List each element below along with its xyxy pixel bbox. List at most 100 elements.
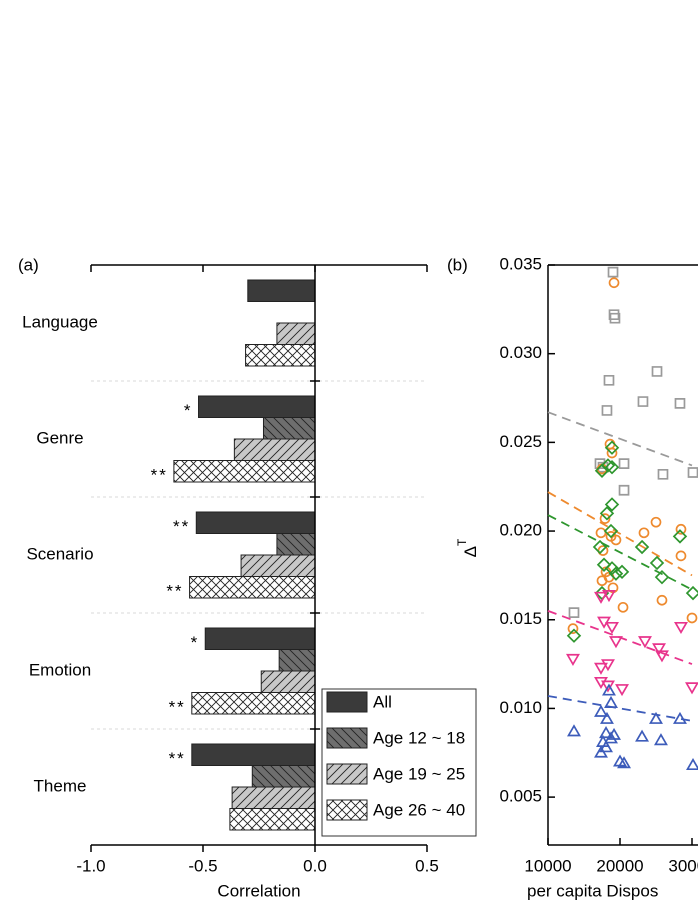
bar xyxy=(191,743,316,766)
point xyxy=(604,497,620,512)
point xyxy=(567,623,579,634)
x-tick-label: -0.5 xyxy=(188,856,217,875)
point xyxy=(638,527,650,539)
point xyxy=(638,636,652,649)
point xyxy=(599,513,611,524)
bar xyxy=(278,649,316,672)
category-label: Genre xyxy=(36,428,83,447)
panel-label: (a) xyxy=(18,255,39,274)
bar xyxy=(229,808,316,831)
point xyxy=(604,561,620,576)
significance-mark: * xyxy=(191,633,200,652)
panel-label: (b) xyxy=(447,255,468,274)
y-tick-label: 0.015 xyxy=(499,609,542,628)
point xyxy=(607,727,621,740)
point xyxy=(594,704,608,717)
x-tick-label: -1.0 xyxy=(76,856,105,875)
x-tick-label: 30000 xyxy=(668,856,698,875)
point xyxy=(685,585,698,601)
point xyxy=(604,459,620,475)
point xyxy=(634,539,650,555)
point xyxy=(594,662,608,675)
point xyxy=(651,366,663,377)
legend-label: Age 12 ~ 18 xyxy=(373,728,465,747)
point xyxy=(675,550,687,562)
bar xyxy=(245,344,316,367)
point xyxy=(650,516,662,528)
point xyxy=(608,566,624,581)
y-axis-symbol: Δ xyxy=(461,546,480,557)
point xyxy=(604,695,618,708)
point xyxy=(653,733,668,746)
y-axis-superscript: T xyxy=(455,538,469,546)
y-tick-label: 0.020 xyxy=(499,521,542,540)
point xyxy=(674,397,686,409)
point xyxy=(607,266,619,278)
bar xyxy=(276,533,316,556)
point xyxy=(686,612,698,624)
point xyxy=(567,724,581,737)
point xyxy=(568,607,580,618)
y-tick-label: 0.030 xyxy=(499,343,542,362)
x-axis-title: Correlation xyxy=(217,881,300,900)
point xyxy=(602,590,616,603)
y-axis-title: ΔT xyxy=(455,538,480,557)
point xyxy=(618,484,630,496)
y-tick-label: 0.010 xyxy=(499,698,542,717)
point xyxy=(605,621,619,635)
point xyxy=(687,467,698,478)
category-label: Scenario xyxy=(26,544,93,563)
category-label: Emotion xyxy=(29,660,91,679)
bar xyxy=(247,279,316,302)
point xyxy=(617,756,632,769)
point xyxy=(599,506,615,521)
point xyxy=(608,309,620,321)
point xyxy=(606,447,618,459)
point xyxy=(655,650,669,663)
significance-mark: ** xyxy=(151,466,168,485)
significance-mark: ** xyxy=(166,582,183,601)
bar xyxy=(233,438,316,461)
point xyxy=(599,711,614,724)
point xyxy=(594,591,608,604)
bar xyxy=(260,670,316,693)
x-tick-label: 20000 xyxy=(596,856,643,875)
y-tick-label: 0.035 xyxy=(499,254,542,273)
point xyxy=(608,636,623,649)
bar xyxy=(251,765,316,788)
point xyxy=(595,527,607,539)
point xyxy=(635,729,650,742)
fit-line xyxy=(547,514,693,591)
point xyxy=(617,601,629,613)
legend-label: Age 26 ~ 40 xyxy=(373,800,465,819)
point xyxy=(604,440,620,455)
x-tick-label: 0.5 xyxy=(415,856,439,875)
point xyxy=(637,396,649,407)
fit-line xyxy=(547,411,693,467)
point xyxy=(592,539,608,555)
significance-mark: ** xyxy=(173,517,190,536)
legend-label: All xyxy=(373,692,392,711)
x-axis-title: per capita Dispos xyxy=(527,881,658,900)
point xyxy=(649,711,663,724)
legend-swatch xyxy=(326,763,368,785)
category-label: Language xyxy=(22,312,98,331)
point xyxy=(599,740,614,753)
point xyxy=(596,575,608,587)
point xyxy=(615,684,629,697)
bar xyxy=(240,554,316,577)
legend-swatch xyxy=(326,691,368,713)
point xyxy=(610,534,622,546)
bar xyxy=(173,460,316,483)
point xyxy=(686,757,698,771)
y-tick-label: 0.025 xyxy=(499,432,542,451)
point xyxy=(599,726,614,739)
x-tick-label: 10000 xyxy=(524,856,571,875)
point xyxy=(618,458,630,470)
bar xyxy=(195,511,316,534)
point xyxy=(601,405,613,416)
point xyxy=(602,683,616,696)
legend-box xyxy=(321,688,477,837)
